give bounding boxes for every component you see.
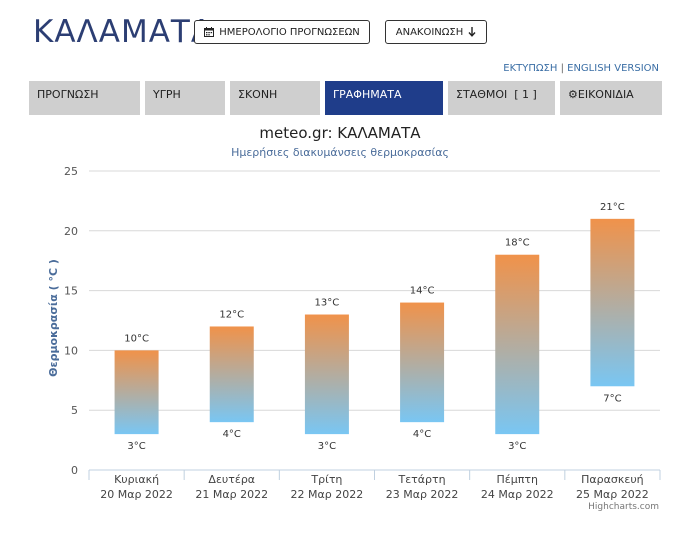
print-link[interactable]: ΕΚΤΥΠΩΣΗ	[503, 63, 558, 74]
temperature-range-bar	[114, 350, 159, 435]
y-tick-label: 0	[71, 464, 78, 477]
tab-stations-label: ΣΤΑΘΜΟΙ [ 1 ]	[456, 88, 537, 101]
tab-icons-label: ΕΙΚΟΝΙΔΙΑ	[577, 88, 634, 101]
y-tick-label: 15	[64, 285, 78, 298]
temperature-range-bar	[400, 302, 445, 423]
gear-icon: ⚙	[568, 88, 578, 101]
temperature-range-bar	[495, 254, 540, 435]
x-tick-day-label: Κυριακή	[114, 473, 159, 486]
top-links: ΕΚΤΥΠΩΣΗ | ENGLISH VERSION	[503, 63, 659, 74]
tab-humidity[interactable]: ΥΓΡΗ	[145, 81, 225, 115]
x-tick-date-label: 24 Μαρ 2022	[481, 488, 554, 501]
announcement-button[interactable]: ΑΝΑΚΟΙΝΩΣΗ	[385, 20, 487, 44]
y-axis-title: Θερμοκρασία ( °C )	[47, 259, 60, 377]
city-title: ΚΑΛΑΜΑΤΑ	[33, 14, 214, 50]
tab-forecast-label: ΠΡΟΓΝΩΣΗ	[37, 88, 99, 101]
calendar-icon	[204, 27, 215, 37]
y-tick-label: 10	[64, 344, 78, 357]
x-tick-date-label: 20 Μαρ 2022	[100, 488, 173, 501]
announcement-label: ΑΝΑΚΟΙΝΩΣΗ	[395, 26, 464, 38]
min-temp-label: 3°C	[318, 441, 336, 452]
min-temp-label: 4°C	[413, 429, 431, 440]
tab-charts-label: ΓΡΑΦΗΜΑΤΑ	[333, 88, 402, 101]
tab-icons[interactable]: ⚙ΕΙΚΟΝΙΔΙΑ	[560, 81, 662, 115]
chart-title: meteo.gr: ΚΑΛΑΜΑΤΑ	[259, 124, 421, 142]
min-temp-label: 7°C	[603, 393, 621, 404]
english-version-link[interactable]: ENGLISH VERSION	[567, 63, 659, 74]
x-tick-date-label: 23 Μαρ 2022	[386, 488, 459, 501]
y-tick-label: 25	[64, 165, 78, 178]
temperature-range-bar	[304, 314, 349, 435]
temperature-range-bar	[590, 218, 635, 387]
forecast-calendar-button[interactable]: ΗΜΕΡΟΛΟΓΙΟ ΠΡΟΓΝΩΣΕΩΝ	[194, 20, 370, 44]
tab-forecast[interactable]: ΠΡΟΓΝΩΣΗ	[29, 81, 140, 115]
min-temp-label: 3°C	[508, 441, 526, 452]
tab-dust[interactable]: ΣΚΟΝΗ	[230, 81, 320, 115]
max-temp-label: 13°C	[315, 298, 340, 309]
tab-dust-label: ΣΚΟΝΗ	[238, 88, 278, 101]
tab-stations[interactable]: ΣΤΑΘΜΟΙ [ 1 ]	[448, 81, 555, 115]
max-temp-label: 10°C	[124, 333, 149, 344]
max-temp-label: 14°C	[410, 286, 435, 297]
chart-subtitle: Ημερήσιες διακυμάνσεις θερμοκρασίας	[231, 146, 449, 159]
arrow-down-icon	[468, 27, 476, 37]
highcharts-credits[interactable]: Highcharts.com	[588, 502, 659, 512]
y-tick-label: 20	[64, 225, 78, 238]
x-tick-day-label: Τρίτη	[310, 473, 342, 486]
min-temp-label: 4°C	[223, 429, 241, 440]
tab-humidity-label: ΥΓΡΗ	[153, 88, 181, 101]
x-tick-date-label: 22 Μαρ 2022	[291, 488, 364, 501]
x-tick-day-label: Πέμπτη	[497, 473, 538, 486]
y-tick-label: 5	[71, 404, 78, 417]
x-tick-date-label: 25 Μαρ 2022	[576, 488, 649, 501]
forecast-calendar-label: ΗΜΕΡΟΛΟΓΙΟ ΠΡΟΓΝΩΣΕΩΝ	[219, 26, 360, 38]
x-tick-date-label: 21 Μαρ 2022	[195, 488, 268, 501]
max-temp-label: 21°C	[600, 202, 625, 213]
tab-charts[interactable]: ΓΡΑΦΗΜΑΤΑ	[325, 81, 443, 115]
max-temp-label: 18°C	[505, 238, 530, 249]
link-separator: |	[560, 63, 564, 74]
x-tick-day-label: Παρασκευή	[581, 473, 644, 486]
min-temp-label: 3°C	[127, 441, 145, 452]
x-tick-day-label: Δευτέρα	[208, 473, 255, 486]
x-tick-day-label: Τετάρτη	[398, 473, 446, 486]
max-temp-label: 12°C	[219, 309, 244, 320]
temperature-range-bar	[209, 326, 254, 423]
